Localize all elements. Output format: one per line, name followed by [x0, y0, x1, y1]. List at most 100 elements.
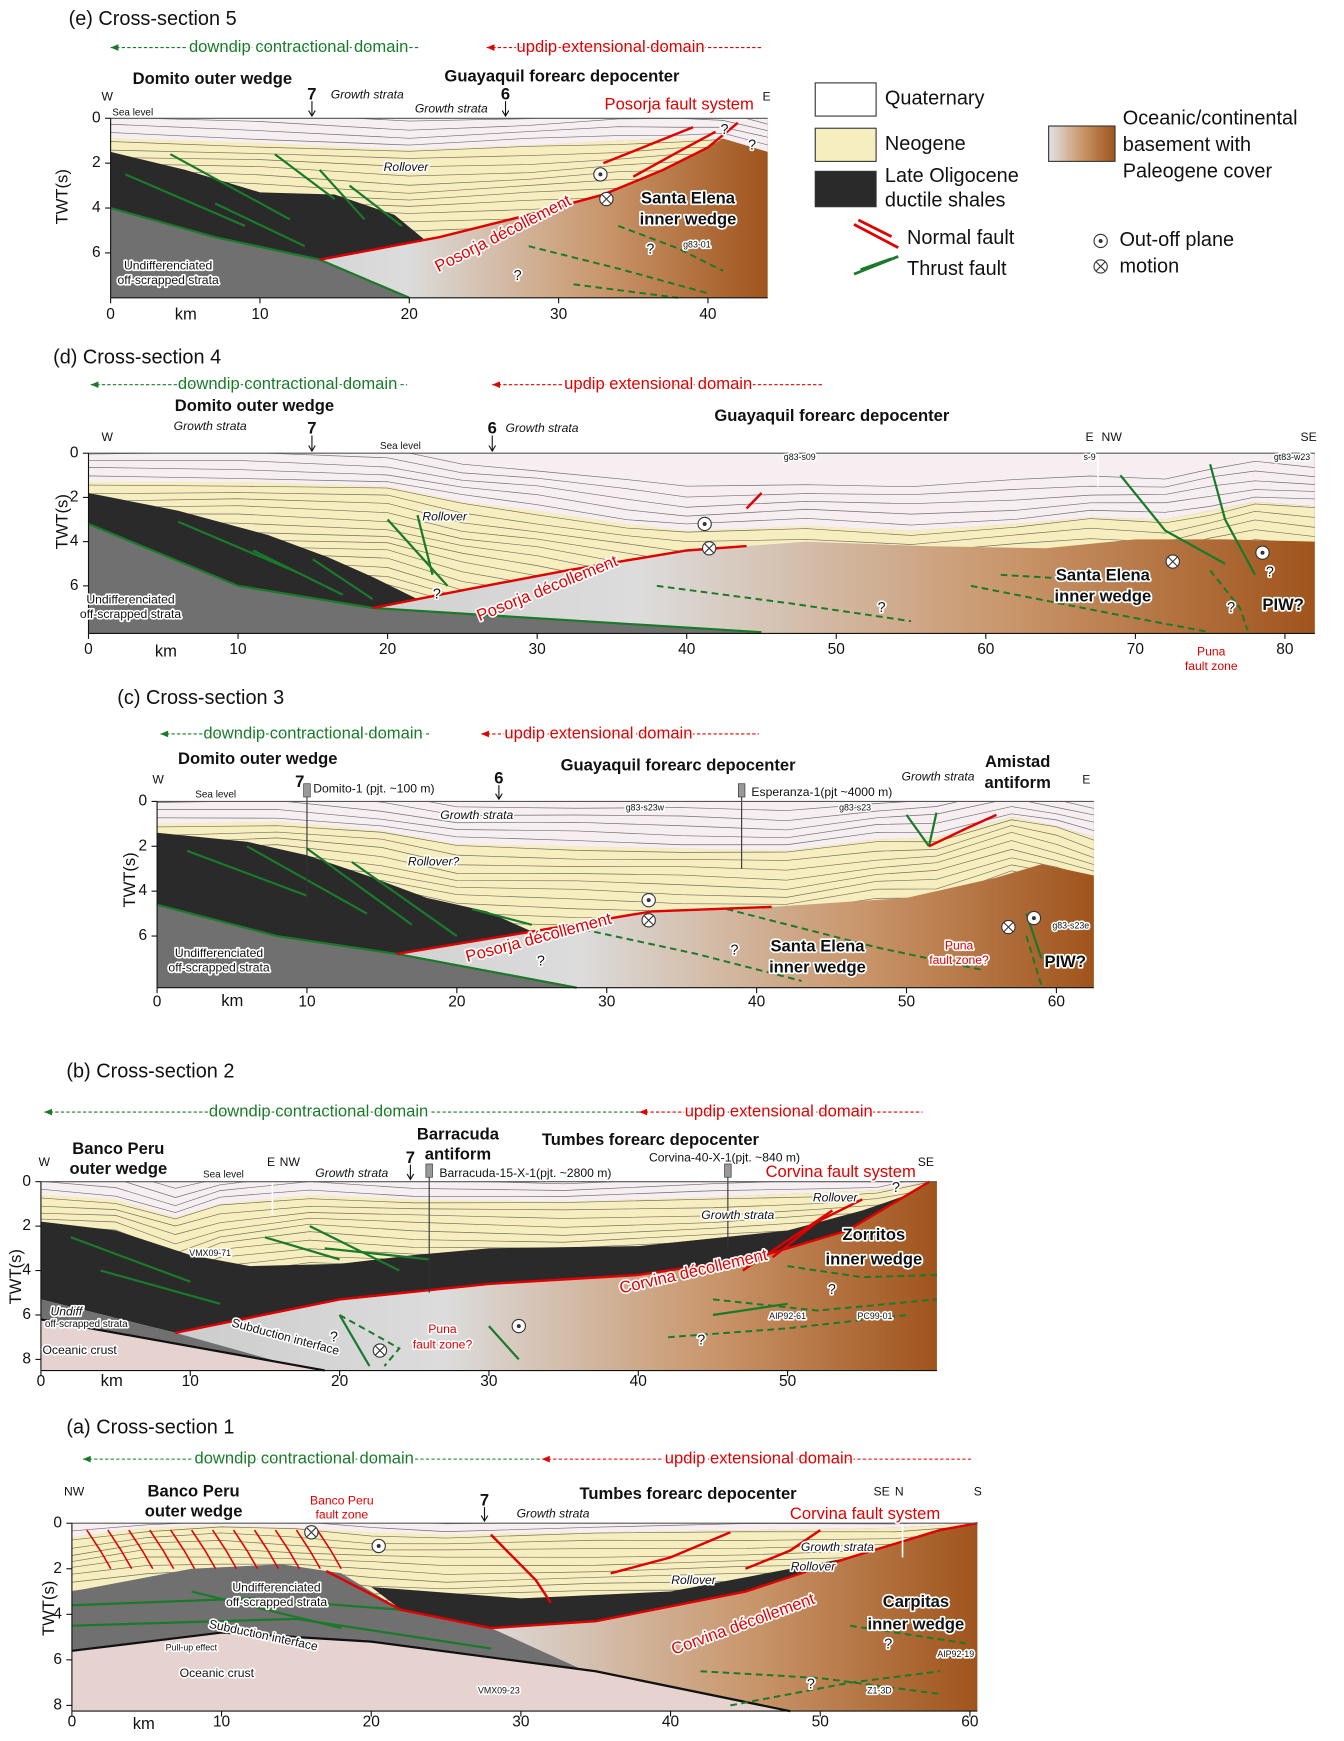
label: Undiff	[50, 1304, 83, 1318]
label: Undifferenciated	[232, 1581, 320, 1595]
legend-thrust-fault	[854, 256, 898, 274]
label: inner wedge	[640, 209, 737, 228]
domain-arrow	[83, 1456, 91, 1463]
label: Growth strata	[174, 419, 247, 433]
label: ?	[514, 268, 522, 284]
label: 50	[828, 641, 845, 658]
label: 7	[406, 1148, 415, 1167]
label: Banco Peru	[147, 1482, 239, 1501]
label: Tumbes forearc depocenter	[579, 1484, 797, 1503]
label: Paleogene cover	[1123, 161, 1273, 183]
label: ?	[884, 1637, 892, 1653]
label: g83-s23	[839, 802, 871, 812]
legend-dot	[1099, 239, 1103, 243]
label: E	[1086, 430, 1094, 444]
label: ?	[330, 1329, 338, 1345]
label: 60	[1048, 994, 1065, 1011]
legend-normal-fault	[854, 220, 898, 248]
label: antiform	[425, 1145, 491, 1164]
domain-arrow	[44, 1109, 52, 1116]
label: Puna	[428, 1322, 457, 1336]
label: 2	[22, 1217, 31, 1234]
label: ?	[646, 242, 654, 258]
motion-symbol	[517, 1324, 521, 1328]
label: Amistad	[985, 752, 1050, 771]
label: SE	[918, 1155, 934, 1169]
label: 6	[53, 1651, 62, 1668]
label: 10	[182, 1373, 199, 1390]
label: PIW?	[1045, 952, 1086, 971]
label: Growth strata	[801, 1540, 874, 1554]
label: inner wedge	[868, 1614, 965, 1633]
well-icon	[738, 784, 745, 797]
label: 8	[22, 1351, 31, 1368]
label: km	[101, 1371, 123, 1390]
legend-swatch	[815, 83, 876, 116]
page: Cross-sections {"legend":{"labels":["Qua…	[0, 0, 1344, 1741]
label: SE	[874, 1485, 890, 1499]
label: Santa Elena	[641, 188, 736, 207]
label: s-9	[1083, 452, 1095, 462]
label: 7	[295, 772, 304, 791]
label: gt83-w23	[1274, 452, 1310, 462]
label: downdip contractional domain	[189, 37, 408, 56]
label: 6	[70, 577, 79, 594]
label: 0	[68, 1713, 77, 1730]
domain-arrow	[481, 731, 489, 738]
label: 10	[213, 1713, 230, 1730]
label: Oceanic/continental	[1123, 108, 1298, 130]
label: Guayaquil forearc depocenter	[561, 755, 797, 774]
label: 0	[22, 1173, 31, 1190]
label: W	[39, 1155, 51, 1169]
label: downdip contractional domain	[209, 1101, 428, 1120]
label: Guayaquil forearc depocenter	[444, 67, 680, 86]
label: 0	[53, 1514, 62, 1531]
label: downdip contractional domain	[203, 723, 422, 742]
label: 4	[139, 882, 148, 899]
label: 2	[92, 154, 101, 171]
label: off-scrapped strata	[80, 607, 181, 621]
label: Thrust fault	[907, 258, 1007, 280]
label: Zorritos	[843, 1225, 906, 1244]
label: Sea level	[380, 441, 421, 452]
label: ?	[721, 122, 729, 138]
label: km	[155, 642, 177, 661]
label: 40	[678, 641, 695, 658]
label: Carpitas	[883, 1592, 949, 1611]
label: 7	[307, 418, 316, 437]
label: Sea level	[112, 107, 153, 118]
label: TWT(s)	[52, 169, 71, 224]
label: 0	[84, 641, 93, 658]
label: Oceanic crust	[180, 1666, 255, 1680]
label: 80	[1276, 641, 1293, 658]
label: Tumbes forearc depocenter	[542, 1130, 760, 1149]
label: 0	[139, 793, 148, 810]
label: 7	[307, 84, 316, 103]
label: Quaternary	[885, 88, 985, 110]
label: Posorja fault system	[605, 94, 754, 113]
label: Pull-up effect	[166, 1642, 218, 1652]
label: NW	[1102, 430, 1123, 444]
label: ?	[433, 587, 441, 603]
label: Undifferenciated	[124, 259, 212, 273]
label: E	[267, 1155, 275, 1169]
label: AIP92-61	[769, 1311, 806, 1321]
label: Banco Peru	[72, 1139, 164, 1158]
well-icon	[304, 784, 311, 797]
label: Growth strata	[315, 1166, 388, 1180]
label: Puna	[945, 938, 974, 952]
label: 0	[106, 306, 115, 323]
label: Corvina fault system	[790, 1504, 940, 1523]
label: g83-s09	[784, 452, 816, 462]
label: inner wedge	[769, 958, 866, 977]
label: PIW?	[1262, 595, 1303, 614]
label: N	[895, 1485, 904, 1499]
label: VMX09-23	[478, 1686, 520, 1696]
domain-arrow	[91, 381, 99, 388]
label: ?	[1227, 600, 1235, 616]
label: (e) Cross-section 5	[69, 8, 237, 30]
label: 6	[22, 1306, 31, 1323]
label: VMX09-71	[189, 1248, 231, 1258]
well-icon	[725, 1164, 732, 1177]
label: 50	[779, 1373, 796, 1390]
